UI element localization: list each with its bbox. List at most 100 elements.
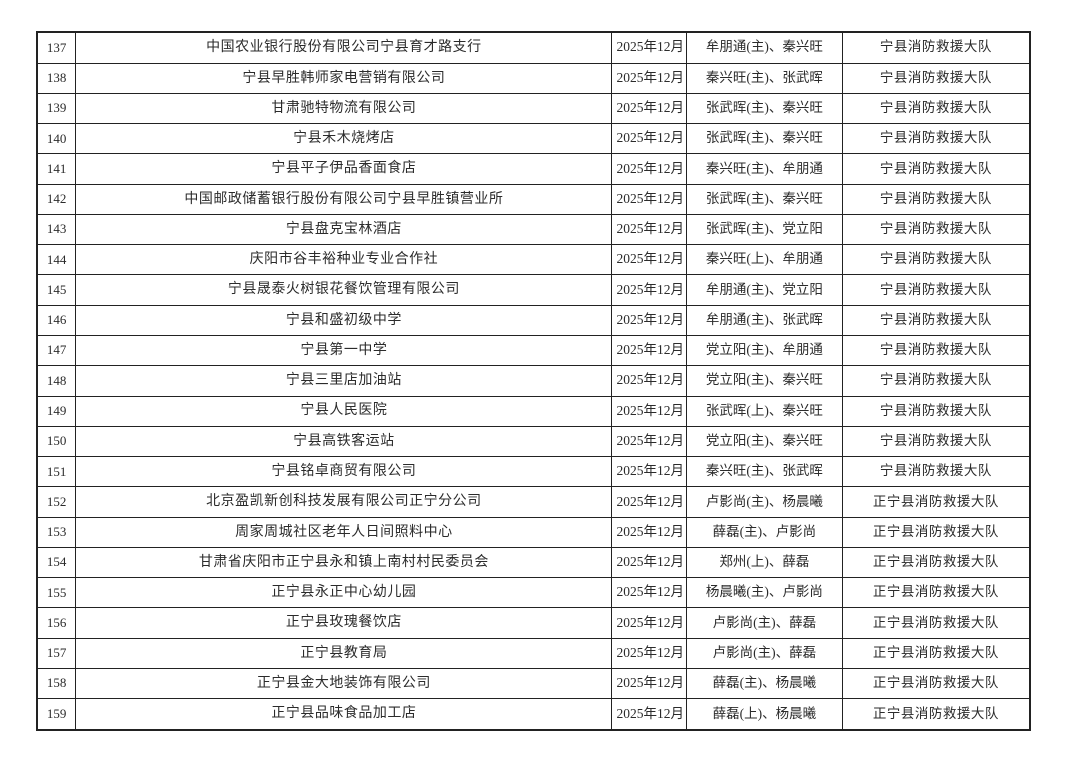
inspectors-cell: 党立阳(主)、秦兴旺 <box>685 365 843 397</box>
inspection-table: 137 中国农业银行股份有限公司宁县育才路支行 2025年12月 牟朋通(主)、… <box>36 31 1031 731</box>
org-name-cell: 正宁县教育局 <box>75 637 613 669</box>
table-row: 146 宁县和盛初级中学 2025年12月 牟朋通(主)、张武晖 宁县消防救援大… <box>36 304 1031 336</box>
org-name-cell: 中国农业银行股份有限公司宁县育才路支行 <box>75 31 613 64</box>
brigade-cell: 正宁县消防救援大队 <box>841 516 1031 548</box>
inspectors-cell: 牟朋通(主)、秦兴旺 <box>685 31 843 64</box>
inspectors-cell: 薛磊(上)、杨晨曦 <box>685 698 843 731</box>
table-row: 153 周家周城社区老年人日间照料中心 2025年12月 薛磊(主)、卢影尚 正… <box>36 516 1031 548</box>
table-row: 142 中国邮政储蓄银行股份有限公司宁县早胜镇营业所 2025年12月 张武晖(… <box>36 183 1031 215</box>
inspectors-cell: 张武晖(主)、党立阳 <box>685 213 843 246</box>
date-cell: 2025年12月 <box>611 637 687 669</box>
row-number-cell: 142 <box>36 183 77 215</box>
table-row: 149 宁县人民医院 2025年12月 张武晖(上)、秦兴旺 宁县消防救援大队 <box>36 395 1031 427</box>
brigade-cell: 正宁县消防救援大队 <box>841 667 1031 700</box>
table-row: 159 正宁县品味食品加工店 2025年12月 薛磊(上)、杨晨曦 正宁县消防救… <box>36 698 1031 731</box>
inspectors-cell: 牟朋通(主)、党立阳 <box>685 274 843 306</box>
brigade-cell: 宁县消防救援大队 <box>841 395 1031 427</box>
row-number-cell: 159 <box>36 698 77 731</box>
date-cell: 2025年12月 <box>611 304 687 336</box>
org-name-cell: 宁县第一中学 <box>75 334 613 367</box>
row-number-cell: 137 <box>36 31 77 64</box>
table-row: 148 宁县三里店加油站 2025年12月 党立阳(主)、秦兴旺 宁县消防救援大… <box>36 365 1031 397</box>
date-cell: 2025年12月 <box>611 274 687 306</box>
date-cell: 2025年12月 <box>611 546 687 579</box>
org-name-cell: 正宁县品味食品加工店 <box>75 698 613 731</box>
inspectors-cell: 张武晖(上)、秦兴旺 <box>685 395 843 427</box>
row-number-cell: 155 <box>36 577 77 609</box>
brigade-cell: 正宁县消防救援大队 <box>841 546 1031 579</box>
brigade-cell: 宁县消防救援大队 <box>841 456 1031 488</box>
org-name-cell: 甘肃驰特物流有限公司 <box>75 92 613 125</box>
inspectors-cell: 张武晖(主)、秦兴旺 <box>685 183 843 215</box>
table-row: 140 宁县禾木烧烤店 2025年12月 张武晖(主)、秦兴旺 宁县消防救援大队 <box>36 123 1031 155</box>
table-row: 150 宁县高铁客运站 2025年12月 党立阳(主)、秦兴旺 宁县消防救援大队 <box>36 425 1031 458</box>
row-number-cell: 153 <box>36 516 77 548</box>
org-name-cell: 宁县早胜韩师家电营销有限公司 <box>75 62 613 94</box>
brigade-cell: 宁县消防救援大队 <box>841 274 1031 306</box>
date-cell: 2025年12月 <box>611 365 687 397</box>
table-row: 145 宁县晟泰火树银花餐饮管理有限公司 2025年12月 牟朋通(主)、党立阳… <box>36 274 1031 306</box>
org-name-cell: 宁县晟泰火树银花餐饮管理有限公司 <box>75 274 613 306</box>
table-row: 157 正宁县教育局 2025年12月 卢影尚(主)、薛磊 正宁县消防救援大队 <box>36 637 1031 669</box>
brigade-cell: 宁县消防救援大队 <box>841 304 1031 336</box>
table-row: 155 正宁县永正中心幼儿园 2025年12月 杨晨曦(主)、卢影尚 正宁县消防… <box>36 577 1031 609</box>
inspectors-cell: 卢影尚(主)、杨晨曦 <box>685 486 843 518</box>
row-number-cell: 156 <box>36 607 77 639</box>
org-name-cell: 宁县和盛初级中学 <box>75 304 613 336</box>
inspectors-cell: 党立阳(主)、牟朋通 <box>685 334 843 367</box>
table-row: 143 宁县盘克宝林酒店 2025年12月 张武晖(主)、党立阳 宁县消防救援大… <box>36 213 1031 246</box>
row-number-cell: 148 <box>36 365 77 397</box>
brigade-cell: 正宁县消防救援大队 <box>841 486 1031 518</box>
row-number-cell: 152 <box>36 486 77 518</box>
table-row: 141 宁县平子伊品香面食店 2025年12月 秦兴旺(主)、牟朋通 宁县消防救… <box>36 153 1031 185</box>
org-name-cell: 宁县三里店加油站 <box>75 365 613 397</box>
inspection-table-container: 137 中国农业银行股份有限公司宁县育才路支行 2025年12月 牟朋通(主)、… <box>36 31 1031 731</box>
inspectors-cell: 卢影尚(主)、薛磊 <box>685 607 843 639</box>
brigade-cell: 宁县消防救援大队 <box>841 92 1031 125</box>
table-row: 138 宁县早胜韩师家电营销有限公司 2025年12月 秦兴旺(主)、张武晖 宁… <box>36 62 1031 94</box>
date-cell: 2025年12月 <box>611 698 687 731</box>
table-row: 137 中国农业银行股份有限公司宁县育才路支行 2025年12月 牟朋通(主)、… <box>36 31 1031 64</box>
date-cell: 2025年12月 <box>611 183 687 215</box>
org-name-cell: 宁县铭卓商贸有限公司 <box>75 456 613 488</box>
org-name-cell: 宁县高铁客运站 <box>75 425 613 458</box>
table-row: 156 正宁县玫瑰餐饮店 2025年12月 卢影尚(主)、薛磊 正宁县消防救援大… <box>36 607 1031 639</box>
inspectors-cell: 秦兴旺(主)、张武晖 <box>685 62 843 94</box>
inspectors-cell: 秦兴旺(主)、张武晖 <box>685 456 843 488</box>
inspectors-cell: 牟朋通(主)、张武晖 <box>685 304 843 336</box>
row-number-cell: 147 <box>36 334 77 367</box>
row-number-cell: 143 <box>36 213 77 246</box>
inspectors-cell: 党立阳(主)、秦兴旺 <box>685 425 843 458</box>
table-row: 147 宁县第一中学 2025年12月 党立阳(主)、牟朋通 宁县消防救援大队 <box>36 334 1031 367</box>
org-name-cell: 正宁县玫瑰餐饮店 <box>75 607 613 639</box>
table-row: 144 庆阳市谷丰裕种业专业合作社 2025年12月 秦兴旺(上)、牟朋通 宁县… <box>36 244 1031 276</box>
brigade-cell: 正宁县消防救援大队 <box>841 577 1031 609</box>
row-number-cell: 157 <box>36 637 77 669</box>
brigade-cell: 宁县消防救援大队 <box>841 123 1031 155</box>
inspectors-cell: 薛磊(主)、杨晨曦 <box>685 667 843 700</box>
brigade-cell: 宁县消防救援大队 <box>841 244 1031 276</box>
brigade-cell: 宁县消防救援大队 <box>841 153 1031 185</box>
inspectors-cell: 秦兴旺(主)、牟朋通 <box>685 153 843 185</box>
row-number-cell: 141 <box>36 153 77 185</box>
date-cell: 2025年12月 <box>611 123 687 155</box>
org-name-cell: 宁县禾木烧烤店 <box>75 123 613 155</box>
date-cell: 2025年12月 <box>611 92 687 125</box>
row-number-cell: 151 <box>36 456 77 488</box>
org-name-cell: 中国邮政储蓄银行股份有限公司宁县早胜镇营业所 <box>75 183 613 215</box>
date-cell: 2025年12月 <box>611 334 687 367</box>
brigade-cell: 宁县消防救援大队 <box>841 183 1031 215</box>
table-row: 152 北京盈凯新创科技发展有限公司正宁分公司 2025年12月 卢影尚(主)、… <box>36 486 1031 518</box>
table-body: 137 中国农业银行股份有限公司宁县育才路支行 2025年12月 牟朋通(主)、… <box>36 31 1031 731</box>
inspectors-cell: 秦兴旺(上)、牟朋通 <box>685 244 843 276</box>
org-name-cell: 庆阳市谷丰裕种业专业合作社 <box>75 244 613 276</box>
date-cell: 2025年12月 <box>611 244 687 276</box>
brigade-cell: 宁县消防救援大队 <box>841 334 1031 367</box>
date-cell: 2025年12月 <box>611 395 687 427</box>
brigade-cell: 宁县消防救援大队 <box>841 425 1031 458</box>
org-name-cell: 宁县盘克宝林酒店 <box>75 213 613 246</box>
row-number-cell: 154 <box>36 546 77 579</box>
org-name-cell: 甘肃省庆阳市正宁县永和镇上南村村民委员会 <box>75 546 613 579</box>
brigade-cell: 宁县消防救援大队 <box>841 365 1031 397</box>
